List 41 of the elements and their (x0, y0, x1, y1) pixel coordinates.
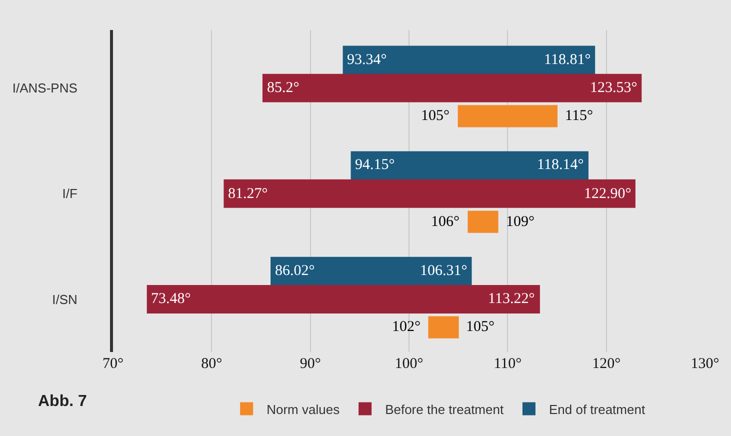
bar (146, 284, 540, 314)
caption: Abb. 7 (38, 393, 87, 410)
annotation: 73.48° (151, 291, 191, 307)
annotation: 109° (506, 214, 534, 230)
bar (468, 210, 498, 233)
annotation: 122.90° (584, 186, 632, 202)
annotation: 102° (392, 319, 420, 335)
bar (350, 151, 588, 180)
x-tick-label: 130° (690, 356, 720, 372)
y-tick-label: I/ANS-PNS (12, 80, 78, 96)
annotation: 118.81° (544, 52, 591, 68)
x-tick-label: 80° (201, 356, 222, 372)
annotation: 118.14° (537, 157, 584, 173)
annotation: 106.31° (420, 263, 468, 279)
legend-label: End of treatment (548, 402, 646, 417)
annotation: 93.34° (347, 52, 387, 68)
x-tick-label: 120° (592, 356, 621, 372)
annotation: 115° (565, 108, 593, 124)
y-tick-label: I/F (62, 186, 78, 202)
annotation: 94.15° (355, 157, 395, 173)
x-tick-label: 110° (494, 356, 522, 372)
bar (428, 316, 459, 338)
annotation: 106° (431, 214, 460, 230)
annotation: 86.02° (275, 263, 315, 279)
bar (458, 105, 558, 128)
annotation: 105° (466, 319, 494, 335)
annotation: 105° (421, 108, 450, 124)
bar (262, 74, 642, 102)
annotation: 85.2° (267, 80, 300, 96)
annotation: 81.27° (228, 186, 268, 202)
bar (270, 256, 472, 286)
bar (224, 179, 636, 208)
x-tick-label: 100° (394, 356, 424, 372)
y-tick-label: I/SN (52, 292, 78, 307)
legend-label: Before the treatment (385, 402, 504, 417)
bar (342, 46, 596, 74)
legend-label: Norm values (266, 402, 340, 417)
x-tick-label: 90° (300, 356, 321, 372)
annotation: 113.22° (488, 291, 535, 307)
annotation: 123.53° (590, 80, 638, 96)
x-tick-label: 70° (102, 356, 124, 372)
